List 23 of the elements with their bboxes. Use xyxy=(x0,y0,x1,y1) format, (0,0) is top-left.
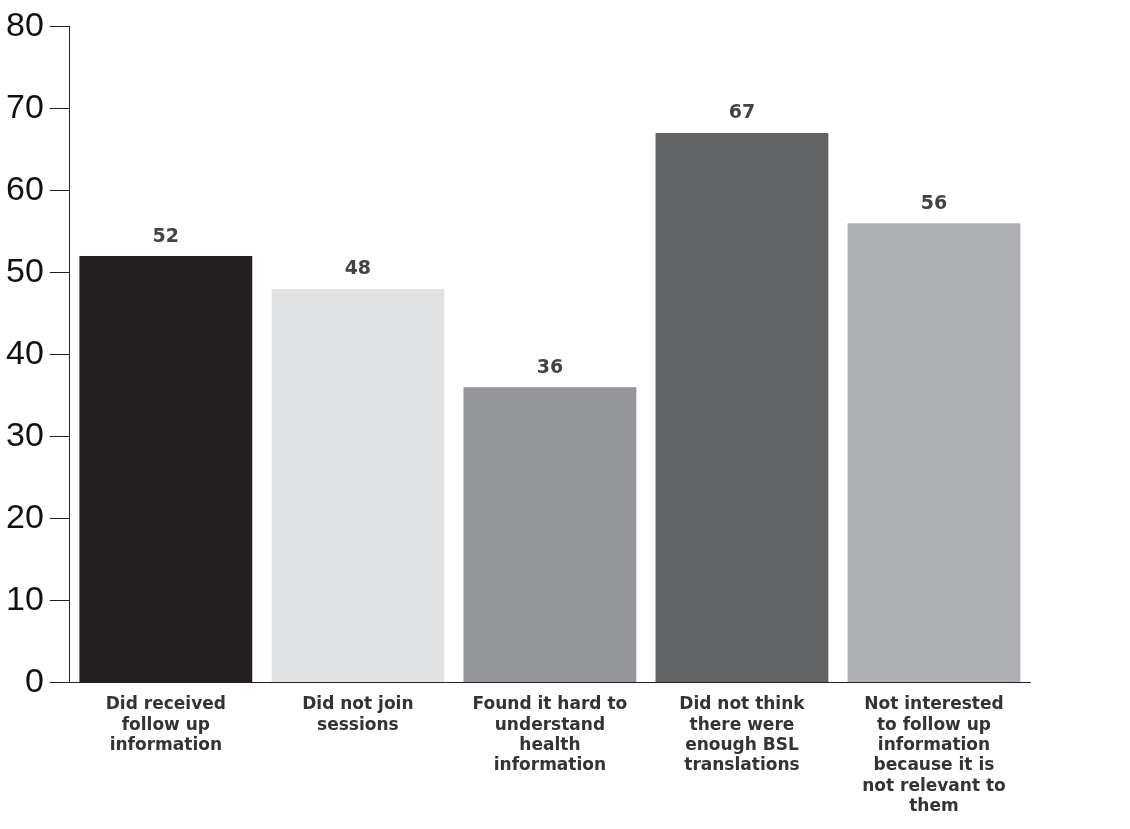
y-tick-label: 20 xyxy=(5,496,44,535)
x-tick-label: Did not think there were enough BSL translations xyxy=(679,693,806,775)
data-label: 48 xyxy=(344,256,372,279)
y-tick-label: 80 xyxy=(5,4,44,43)
x-tick-label: Not interested to follow up information because it is not relevant to them xyxy=(862,693,1006,816)
y-tick-label: 50 xyxy=(5,250,44,289)
x-tick-label: Did received follow up information xyxy=(105,693,226,755)
data-label: 67 xyxy=(728,100,756,123)
bar xyxy=(271,288,445,683)
y-tick-label: 60 xyxy=(5,168,44,207)
bar xyxy=(847,223,1021,683)
y-tick-label: 70 xyxy=(5,86,44,125)
y-tick-label: 40 xyxy=(5,332,44,371)
data-label: 36 xyxy=(536,354,564,377)
data-label: 52 xyxy=(152,223,180,246)
bar xyxy=(463,387,637,683)
data-label: 56 xyxy=(920,190,948,213)
x-tick-label: Did not join sessions xyxy=(302,693,414,734)
bar xyxy=(655,133,829,683)
y-tick-label: 30 xyxy=(5,414,44,453)
x-tick-label: Found it hard to understand health information xyxy=(472,693,628,775)
y-tick-label: 10 xyxy=(5,578,44,617)
y-tick-label: 0 xyxy=(24,660,44,699)
